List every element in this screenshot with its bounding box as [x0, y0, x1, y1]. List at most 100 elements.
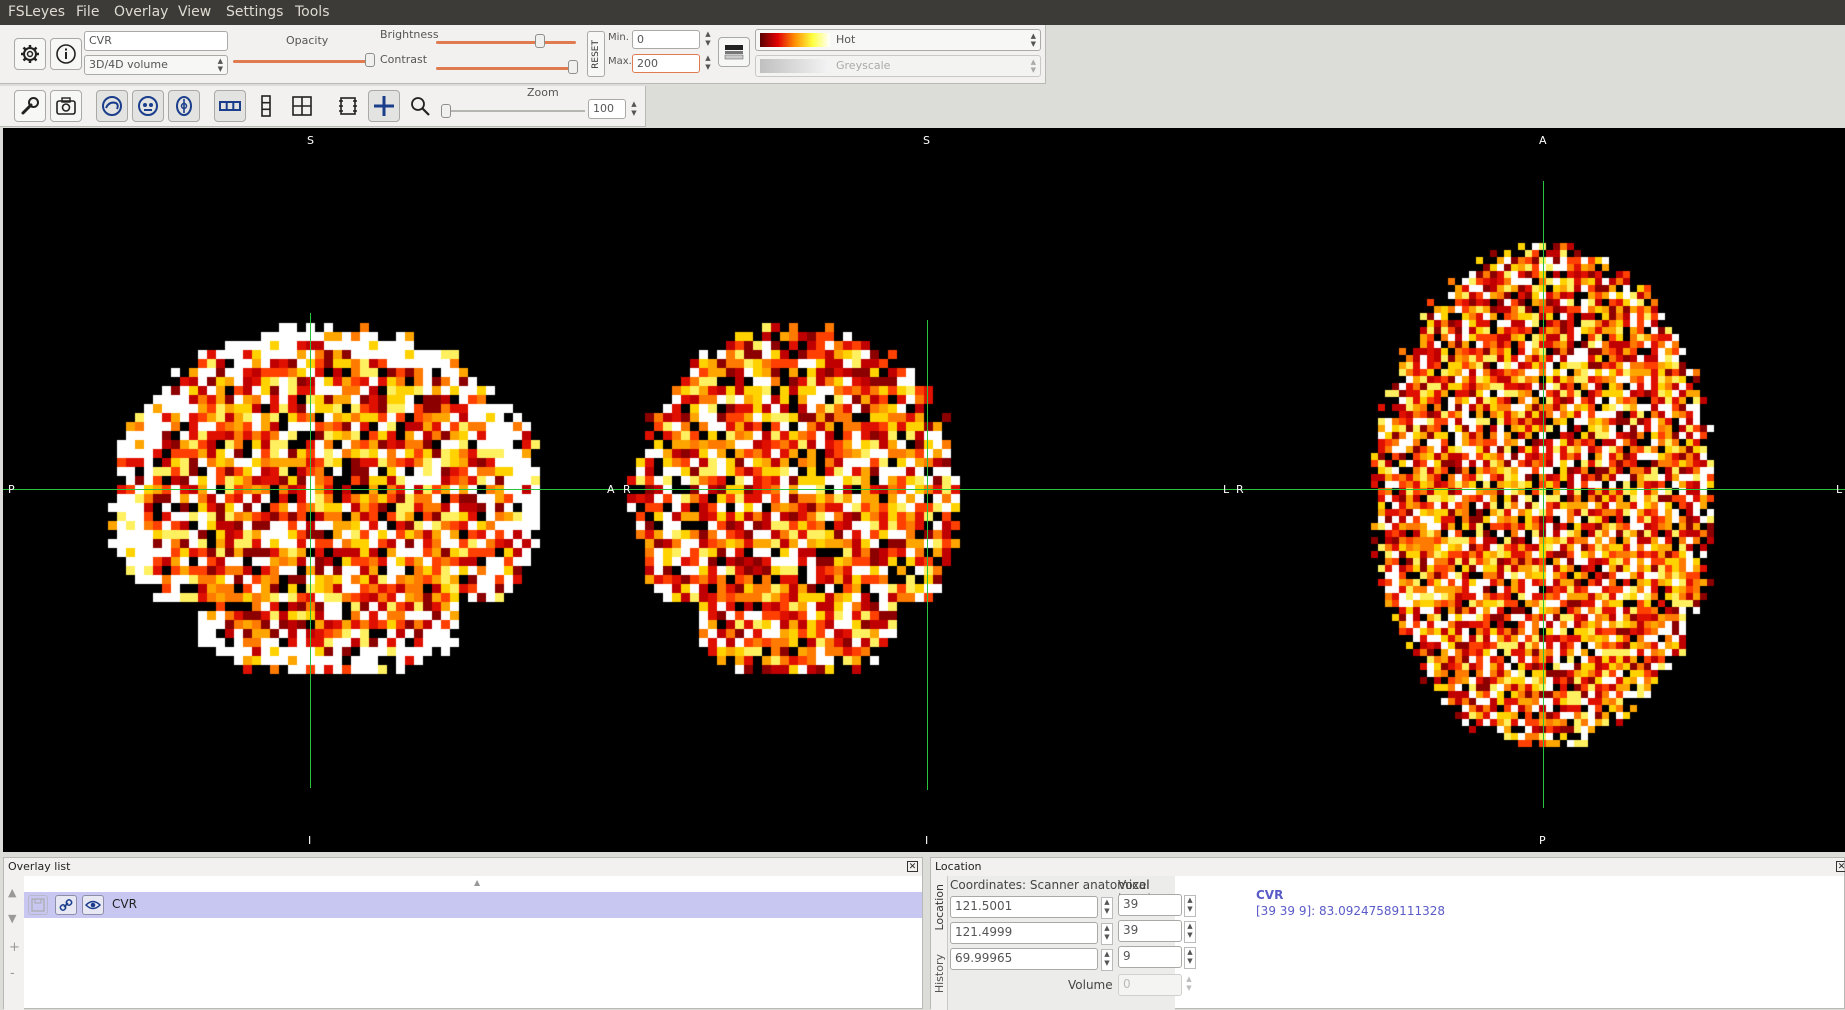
- contrast-slider[interactable]: [436, 67, 576, 70]
- opacity-slider[interactable]: [233, 60, 373, 63]
- voxel-z-field[interactable]: 9: [1118, 946, 1182, 968]
- voxel-y-spinner[interactable]: ▲ ▼: [1184, 921, 1196, 943]
- overlay-type-select[interactable]: 3D/4D volume ▲ ▼: [84, 55, 228, 75]
- link-icon: [59, 899, 73, 911]
- location-tab[interactable]: Location: [933, 884, 946, 931]
- move-down-button[interactable]: ▼: [8, 912, 17, 925]
- axial-bottom-label: P: [1539, 834, 1546, 847]
- close-icon[interactable]: ✕: [1836, 861, 1845, 872]
- brightness-label: Brightness: [380, 28, 439, 41]
- overlay-info-button[interactable]: [50, 38, 82, 70]
- horizontal-layout-button[interactable]: [214, 90, 246, 122]
- zoom-slider-handle[interactable]: [441, 104, 451, 118]
- remove-overlay-button[interactable]: -: [10, 966, 15, 981]
- move-up-button[interactable]: ▲: [8, 886, 17, 899]
- menu-overlay[interactable]: Overlay: [114, 4, 169, 20]
- link-overlay-button[interactable]: [55, 895, 77, 915]
- select-arrows-icon: ▲ ▼: [1030, 58, 1036, 74]
- axial-crosshair-vertical: [1543, 181, 1544, 808]
- voxel-z-spinner[interactable]: ▲ ▼: [1184, 947, 1196, 969]
- zoom-slider[interactable]: [443, 110, 585, 112]
- colormap-select[interactable]: Hot ▲ ▼: [755, 29, 1041, 51]
- coord-x-spinner[interactable]: ▲ ▼: [1101, 897, 1113, 919]
- overlay-name-field[interactable]: CVR: [84, 31, 228, 51]
- max-field[interactable]: 200: [632, 54, 700, 73]
- menu-fsleyes[interactable]: FSLeyes: [8, 4, 66, 20]
- vertical-layout-button[interactable]: [250, 90, 282, 122]
- cursor-icon: [374, 96, 394, 116]
- voxel-y-field[interactable]: 39: [1118, 920, 1182, 942]
- coronal-crosshair-vertical: [927, 320, 928, 790]
- display-settings-button[interactable]: [14, 38, 46, 70]
- overlay-list-panel: Overlay list ✕ ▲ ▼ + - ▲ CVR: [3, 857, 923, 1010]
- menu-tools[interactable]: Tools: [295, 4, 330, 20]
- location-fields-area: Coordinates: Scanner anatomical Voxel lo…: [948, 876, 1196, 1010]
- menu-settings[interactable]: Settings: [226, 4, 284, 20]
- min-spinner[interactable]: ▲ ▼: [705, 30, 711, 47]
- toggle-visibility-button[interactable]: [82, 895, 104, 915]
- sagittal-crosshair-vertical: [310, 313, 311, 788]
- voxel-x-spinner[interactable]: ▲ ▼: [1184, 895, 1196, 917]
- info-voxel-value: [39 39 9]: 83.09247589111328: [1256, 904, 1445, 918]
- scroll-up-icon[interactable]: ▲: [474, 878, 481, 887]
- select-arrows-icon: ▲ ▼: [1030, 32, 1036, 48]
- crosshair-horizontal: [3, 489, 1845, 490]
- toggle-labels-icon: [339, 97, 357, 115]
- invert-colormap-button[interactable]: [718, 37, 750, 67]
- coord-y-spinner[interactable]: ▲ ▼: [1101, 923, 1113, 945]
- coord-z-spinner[interactable]: ▲ ▼: [1101, 949, 1113, 971]
- coronal-right-label: L: [1223, 483, 1230, 496]
- overlay-list-title-text: Overlay list: [8, 860, 71, 873]
- camera-icon: [56, 97, 76, 115]
- opacity-slider-handle[interactable]: [365, 53, 375, 67]
- reset-button[interactable]: RESET: [587, 31, 605, 77]
- colorbar-icon: [724, 45, 744, 60]
- view-settings-button[interactable]: [14, 90, 46, 122]
- coord-y-field[interactable]: 121.4999: [950, 922, 1098, 944]
- volume-spinner[interactable]: ▲ ▼: [1186, 975, 1192, 992]
- screenshot-button[interactable]: [50, 90, 82, 122]
- toggle-cursor-button[interactable]: [368, 90, 400, 122]
- coronal-canvas[interactable]: [617, 128, 1231, 852]
- ortho-toolbar: Zoom 100 ▲ ▼: [0, 86, 646, 127]
- contrast-slider-handle[interactable]: [568, 60, 578, 74]
- toggle-labels-button[interactable]: [332, 90, 364, 122]
- overlay-list-title: Overlay list ✕: [4, 858, 922, 876]
- min-field[interactable]: 0: [632, 30, 700, 49]
- negative-colormap-select[interactable]: Greyscale ▲ ▼: [755, 55, 1041, 77]
- volume-field[interactable]: 0: [1118, 974, 1182, 996]
- toggle-coronal-button[interactable]: [132, 90, 164, 122]
- coronal-bottom-label: I: [925, 834, 929, 847]
- location-panel: Location ✕ Location History Coordinates:…: [930, 857, 1845, 1010]
- zoom-spinner[interactable]: ▲ ▼: [631, 100, 637, 117]
- zoom-field[interactable]: 100: [588, 99, 626, 119]
- brightness-slider[interactable]: [436, 41, 576, 44]
- save-overlay-button[interactable]: [28, 895, 48, 915]
- gear-icon: [21, 45, 39, 63]
- overlay-display-toolbar: CVR 3D/4D volume ▲ ▼ Opacity Brightness C…: [0, 25, 1046, 84]
- grid-layout-button[interactable]: [286, 90, 318, 122]
- voxel-x-field[interactable]: 39: [1118, 894, 1182, 916]
- add-overlay-button[interactable]: +: [9, 940, 20, 955]
- overlay-list-item[interactable]: CVR: [24, 892, 922, 918]
- sagittal-canvas[interactable]: [3, 128, 603, 852]
- vertical-layout-icon: [261, 95, 271, 117]
- menubar: FSLeyes File Overlay View Settings Tools: [0, 0, 1845, 25]
- coord-x-field[interactable]: 121.5001: [950, 896, 1098, 918]
- toggle-sagittal-button[interactable]: [96, 90, 128, 122]
- axial-canvas[interactable]: [1231, 128, 1845, 852]
- close-icon[interactable]: ✕: [907, 861, 918, 872]
- max-spinner[interactable]: ▲ ▼: [705, 54, 711, 71]
- overlay-item-name: CVR: [112, 897, 137, 911]
- coords-label: Coordinates: Scanner anatomical: [950, 878, 1150, 892]
- ortho-view[interactable]: S I P A S I R L A P R L: [3, 128, 1845, 852]
- horizontal-layout-icon: [219, 101, 241, 111]
- hot-colormap-swatch: [760, 33, 830, 47]
- history-tab[interactable]: History: [933, 954, 946, 994]
- menu-view[interactable]: View: [178, 4, 212, 20]
- coord-z-field[interactable]: 69.99965: [950, 948, 1098, 970]
- toggle-axial-button[interactable]: [168, 90, 200, 122]
- menu-file[interactable]: File: [76, 4, 100, 20]
- zoom-reset-button[interactable]: [404, 90, 436, 122]
- brightness-slider-handle[interactable]: [535, 34, 545, 48]
